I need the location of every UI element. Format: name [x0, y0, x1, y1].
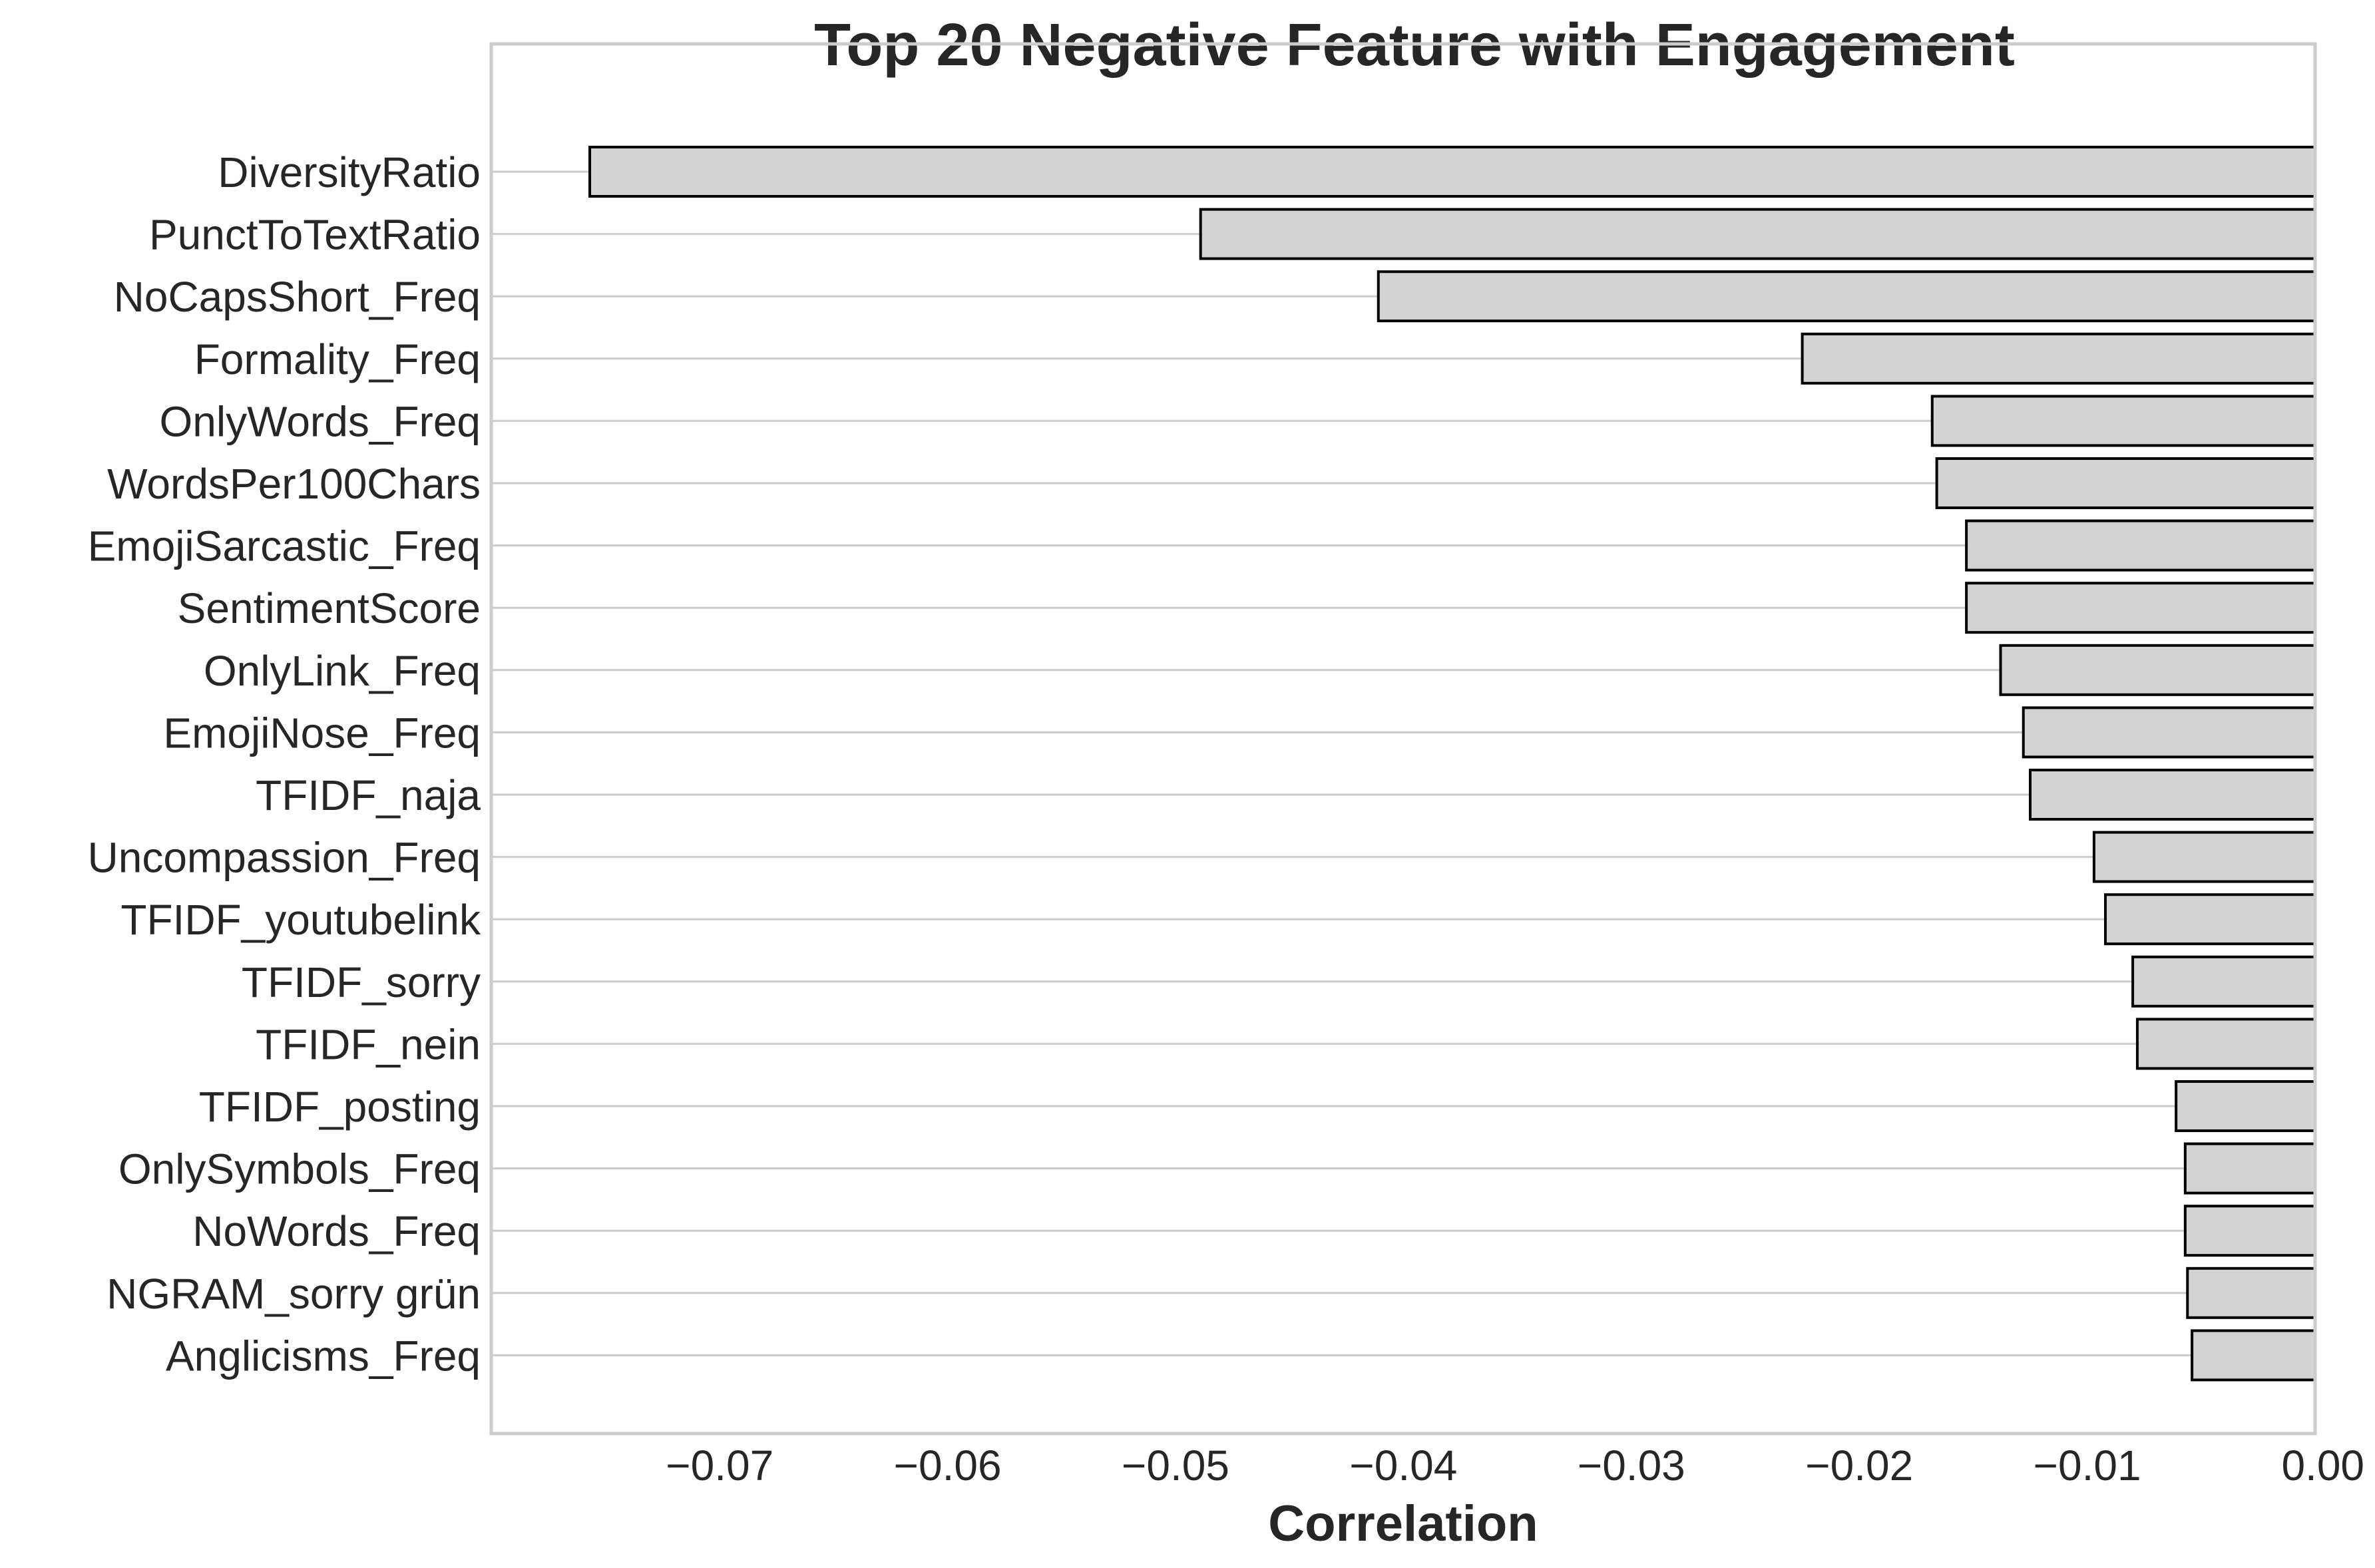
x-tick-label: −0.04 — [1349, 1442, 1457, 1489]
y-tick-label: NoWords_Freq — [192, 1207, 481, 1255]
bar — [1930, 395, 2317, 447]
y-tick-label: TFIDF_posting — [199, 1083, 481, 1131]
bar — [2183, 1142, 2317, 1195]
y-tick-label: EmojiSarcastic_Freq — [88, 522, 481, 570]
x-tick-label: −0.07 — [666, 1442, 773, 1489]
y-tick-label: Uncompassion_Freq — [88, 834, 481, 882]
y-tick-label: NGRAM_sorry grün — [107, 1270, 481, 1318]
bar — [1935, 457, 2316, 509]
x-tick-label: −0.03 — [1578, 1442, 1685, 1489]
bar — [1801, 332, 2317, 385]
bar — [1965, 519, 2316, 572]
y-tick-label: OnlySymbols_Freq — [118, 1145, 481, 1193]
y-tick-label: OnlyWords_Freq — [159, 397, 481, 445]
bar — [2186, 1267, 2317, 1319]
bar — [2183, 1205, 2317, 1257]
bar — [2131, 955, 2317, 1008]
x-tick-label: −0.01 — [2034, 1442, 2141, 1489]
y-tick-label: TFIDF_nein — [256, 1020, 481, 1068]
bar — [2092, 831, 2317, 883]
plot-frame — [489, 42, 2317, 1436]
y-tick-label: PunctToTextRatio — [149, 211, 481, 259]
bar — [1999, 644, 2317, 696]
y-tick-label: Formality_Freq — [194, 335, 481, 383]
x-tick-label: 0.00 — [2281, 1442, 2364, 1489]
y-tick-label: WordsPer100Chars — [107, 460, 481, 508]
y-tick-label: OnlyLink_Freq — [204, 647, 481, 695]
x-tick-label: −0.05 — [1122, 1442, 1229, 1489]
bar — [2191, 1329, 2316, 1382]
bar — [2022, 706, 2317, 759]
y-tick-label: DiversityRatio — [218, 148, 481, 196]
y-tick-label: TFIDF_sorry — [242, 958, 481, 1006]
bar — [588, 146, 2316, 198]
bars — [588, 146, 2317, 1382]
x-tick-labels: −0.07 −0.06 −0.05 −0.04 −0.03 −0.02 −0.01 0.00 — [666, 1442, 2364, 1489]
y-tick-label: NoCapsShort_Freq — [114, 273, 481, 321]
bar — [2175, 1080, 2316, 1132]
x-tick-label: −0.02 — [1805, 1442, 1913, 1489]
y-tick-label: TFIDF_naja — [256, 771, 481, 819]
y-tick-label: SentimentScore — [178, 584, 481, 632]
y-tick-label: Anglicisms_Freq — [166, 1332, 481, 1380]
bar — [2029, 769, 2316, 821]
bar — [1965, 582, 2316, 634]
y-tick-label: EmojiNose_Freq — [163, 709, 481, 757]
bar — [1199, 208, 2316, 260]
y-tick-label: TFIDF_youtubelink — [120, 896, 481, 944]
x-tick-label: −0.06 — [894, 1442, 1002, 1489]
grid-lines — [491, 170, 2315, 1356]
bar — [2135, 1018, 2316, 1070]
x-axis-label: Correlation — [1268, 1495, 1538, 1552]
bar — [2103, 893, 2316, 946]
bar — [1377, 270, 2317, 323]
y-tick-labels: DiversityRatio PunctToTextRatio NoCapsShor… — [88, 148, 482, 1380]
